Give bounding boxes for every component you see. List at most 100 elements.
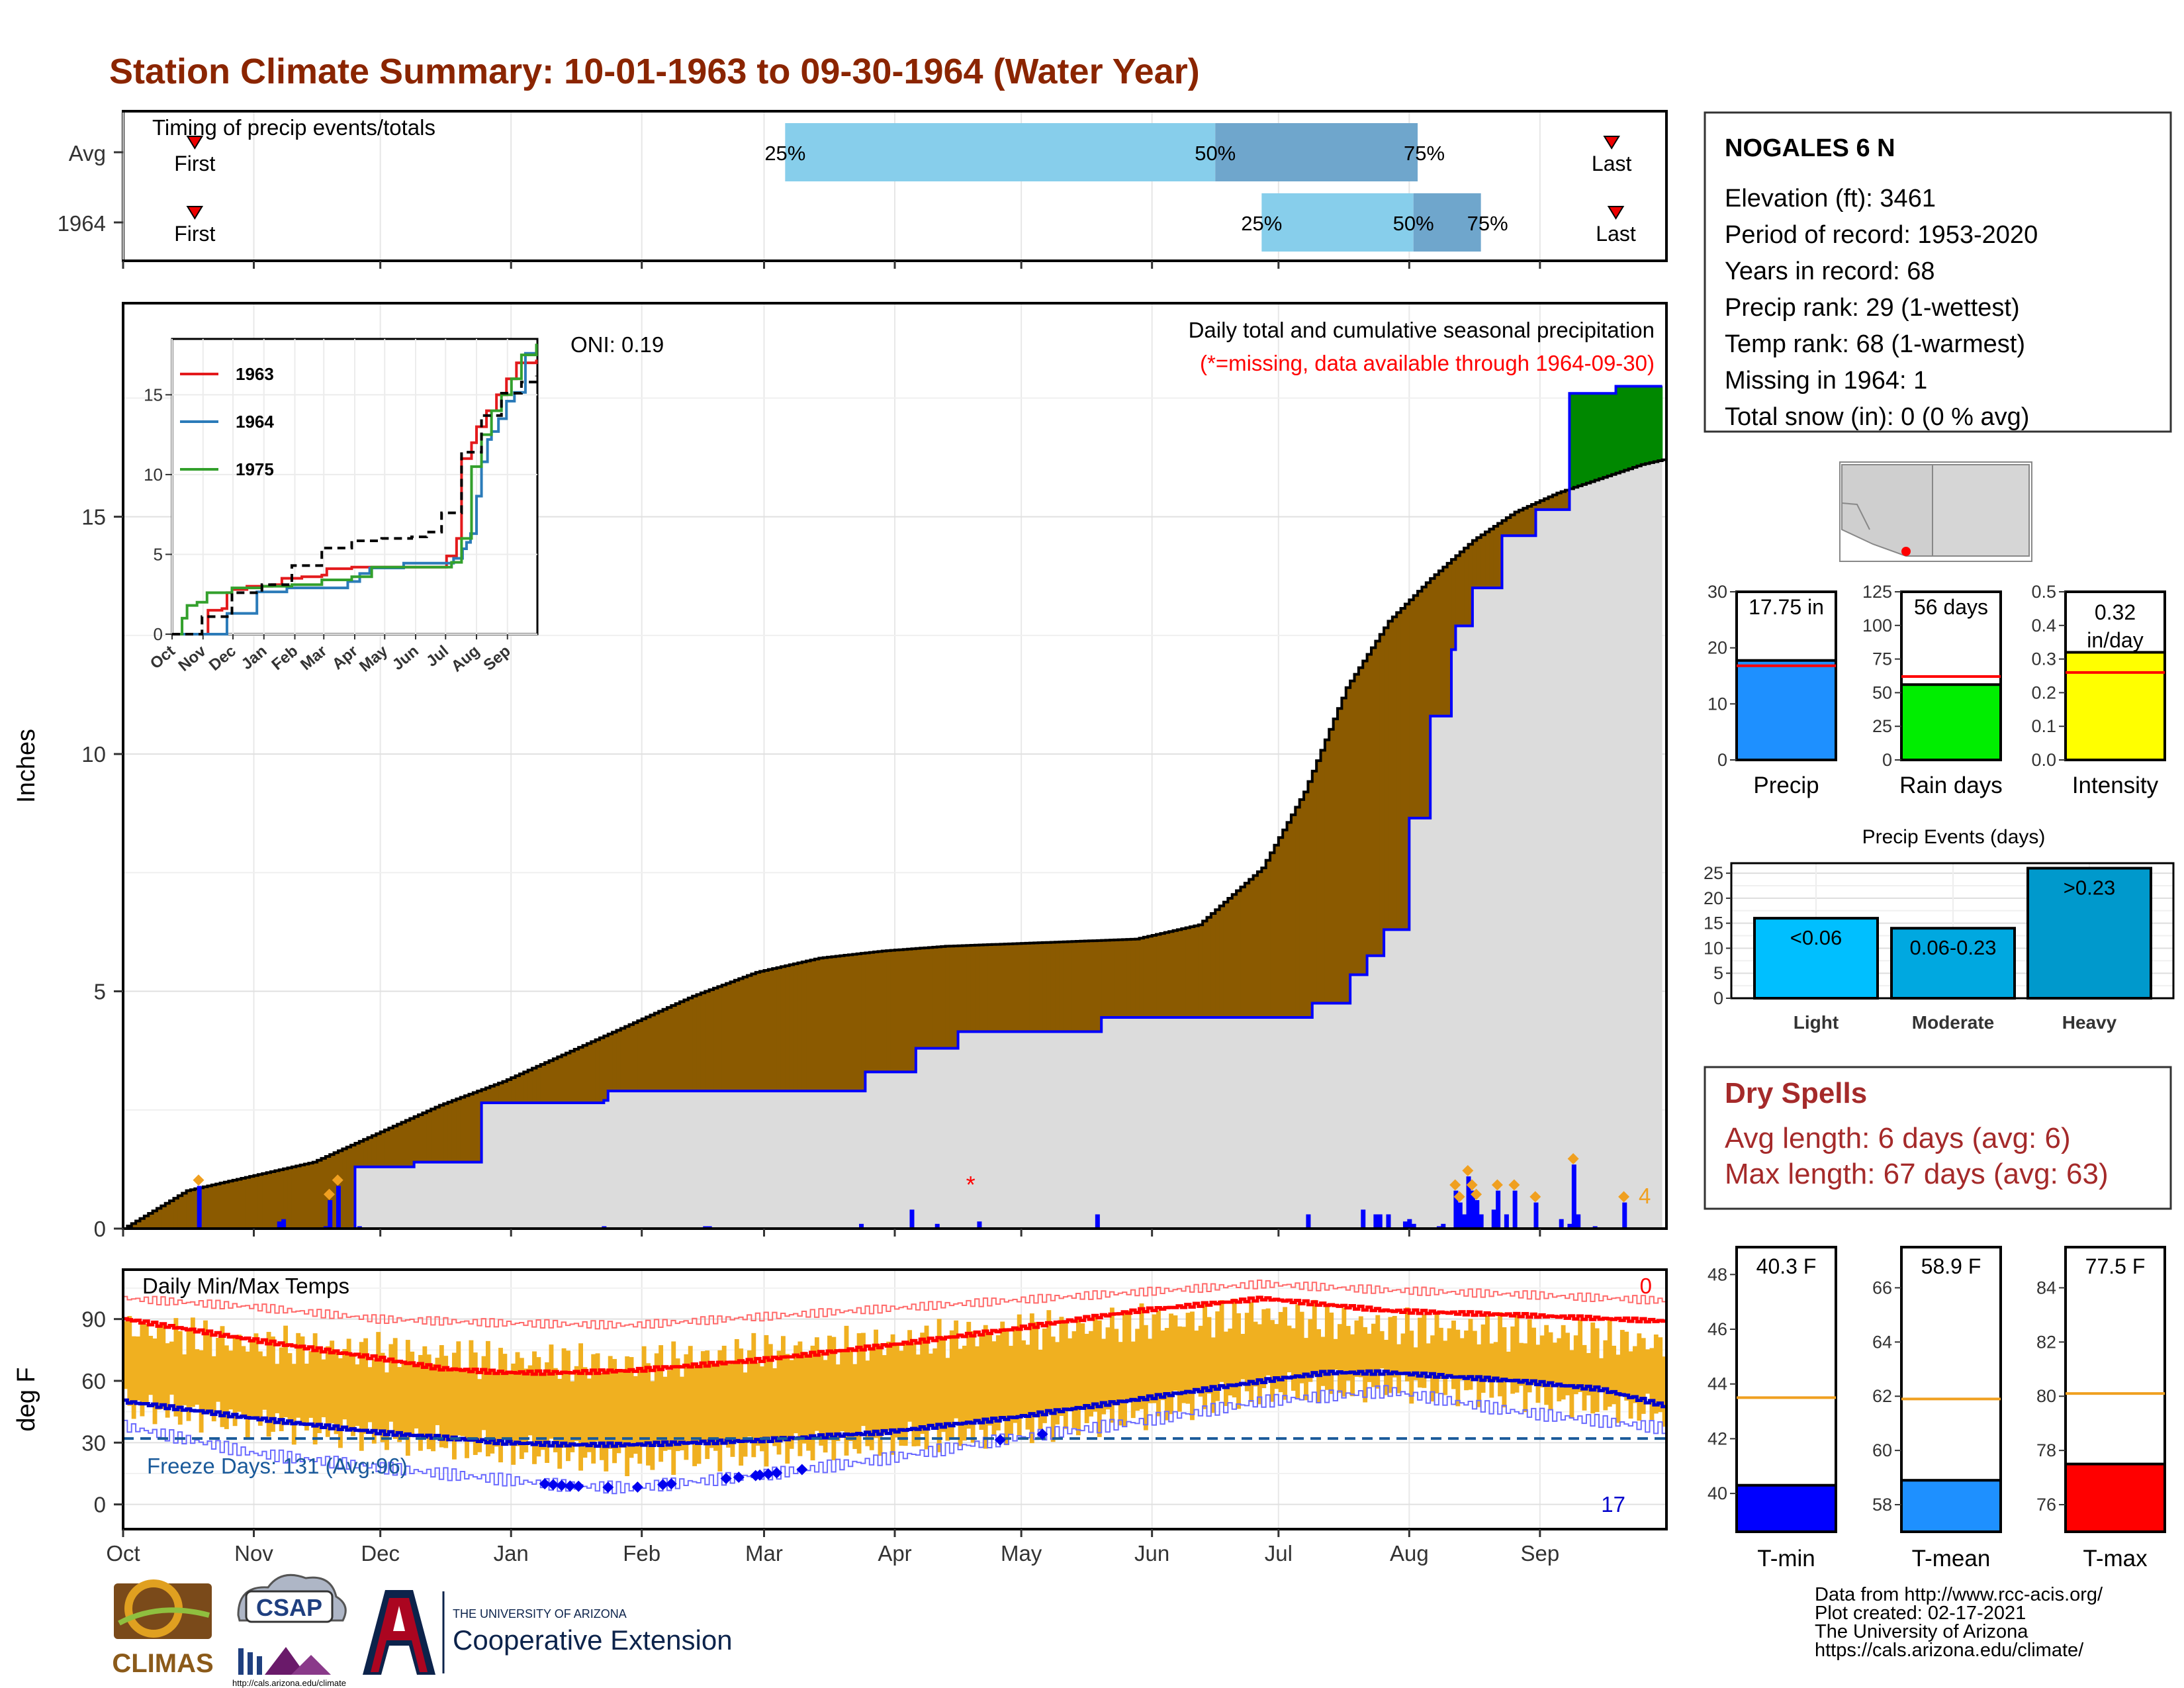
daily-temp-range-bar [250,1340,255,1417]
record-high-line [123,1279,1666,1330]
deficit-area [1206,917,1212,1017]
daily-temp-range-bar [684,1354,689,1460]
events-y-tick-label: 0 [1713,988,1723,1008]
daily-temp-range-bar [1130,1341,1136,1419]
deficit-area [190,1190,195,1229]
daily-temp-range-bar [1017,1314,1022,1436]
deficit-area [250,1176,255,1229]
daily-temp-range-bar [1502,1327,1507,1408]
station-name: NOGALES 6 N [1725,134,1895,162]
deficit-area [469,1094,474,1162]
deficit-area [1265,860,1271,1017]
deficit-area [228,1181,234,1229]
daily-precip-bar [1361,1209,1366,1229]
daily-temp-range-bar [300,1336,305,1425]
daily-temp-range-bar [1645,1349,1651,1394]
daily-temp-range-bar [228,1350,234,1410]
daily-temp-range-bar [1615,1354,1621,1423]
deficit-area [224,1182,229,1229]
daily-temp-range-bar [979,1335,984,1430]
deficit-area [367,1137,373,1167]
daily-temp-range-bar [852,1364,858,1449]
month-label: Nov [234,1541,273,1566]
record-high-count: 0 [1640,1274,1652,1298]
deficit-area [1548,496,1553,510]
daily-temp-range-bar [376,1332,381,1430]
deficit-area [764,970,769,1092]
deficit-area [1034,943,1039,1032]
precip-events-bars: <0.06 Light 0.06-0.23 Moderate >0.23 Heavy 0 5 1… [1704,862,2175,1033]
deficit-area [595,1039,600,1103]
deficit-area [1232,894,1237,1017]
temp-y-axis: 0 30 60 90 [81,1307,123,1517]
daily-temp-range-bar [620,1370,625,1448]
surplus-area [1569,393,1574,489]
daily-temp-range-bar [1210,1337,1216,1413]
daily-temp-range-bar [780,1336,786,1442]
deficit-area [1338,708,1342,1004]
daily-temp-range-bar [662,1376,668,1451]
deficit-area [540,1064,545,1103]
daily-temp-range-bar [599,1373,604,1460]
precip-events-title: Precip Events (days) [1862,826,2046,848]
daily-temp-range-bar [131,1336,136,1419]
daily-temp-range-bar [945,1358,950,1441]
daily-temp-range-bar [1607,1319,1612,1407]
daily-precip-bar [281,1219,287,1229]
record-cold-marker [754,1469,766,1481]
summary-bar-tick-label: 0.3 [2031,649,2056,669]
daily-temp-range-bar [1215,1311,1220,1401]
daily-temp-range-bar [1578,1319,1583,1392]
inset-series-avg [172,375,538,635]
deficit-area [1093,941,1098,1032]
daily-temp-range-bar [823,1360,828,1453]
deficit-area [1059,941,1064,1032]
deficit-area [1198,925,1203,1017]
deficit-area [823,957,828,1092]
deficit-area [152,1211,158,1229]
daily-temp-range-bar [1329,1312,1334,1394]
deficit-area [1468,544,1473,626]
temp-y-tick-label: 90 [81,1307,106,1332]
temp-summary-tick-label: 44 [1707,1374,1727,1394]
ua-a-inner [371,1598,428,1672]
daily-temp-range-bar [317,1349,322,1433]
deficit-area [772,968,778,1092]
daily-temp-range-bar [253,1333,259,1420]
daily-temp-range-bar [1181,1327,1187,1403]
summary-bars: 0 10 20 30 17.75 in Precip 0 25 50 75 100 125 56 day… [1707,582,2166,798]
daily-temp-range-bar [1363,1327,1368,1403]
record-cold-marker [572,1480,584,1492]
climas-logo: CLIMAS [112,1579,214,1678]
daily-precip-bar [1576,1214,1581,1229]
deficit-area [300,1164,305,1229]
deficit-area [1363,661,1368,975]
daily-temp-range-bar [1299,1311,1304,1383]
deficit-area [312,1162,318,1229]
daily-temp-range-bar [1046,1310,1052,1414]
daily-temp-range-bar [1278,1311,1283,1393]
deficit-area [688,998,693,1092]
daily-temp-range-bar [1122,1311,1127,1427]
deficit-area [1210,913,1216,1017]
deficit-area [726,983,731,1092]
month-label: Jul [1265,1541,1293,1566]
deficit-area [705,991,710,1092]
daily-precip-bar [1571,1164,1576,1229]
station-info-line: Missing in 1964: 1 [1725,367,1927,395]
deficit-area [1371,647,1376,956]
daily-temp-range-bar [431,1364,435,1452]
daily-temp-range-bar [907,1330,912,1422]
daily-temp-range-bar [152,1338,158,1425]
daily-temp-range-bar [865,1360,870,1446]
daily-temp-range-bar [582,1367,588,1458]
precip-y-tick-label: 0 [94,1217,106,1241]
daily-temp-range-bar [1004,1330,1009,1446]
deficit-area [625,1026,630,1092]
deficit-area [604,1035,609,1101]
daily-temp-range-bar [751,1333,756,1458]
deficit-area [1539,500,1545,510]
footer-line: Plot created: 02-17-2021 [1815,1603,2026,1624]
csap-bar [257,1656,262,1675]
deficit-area [1244,883,1250,1017]
